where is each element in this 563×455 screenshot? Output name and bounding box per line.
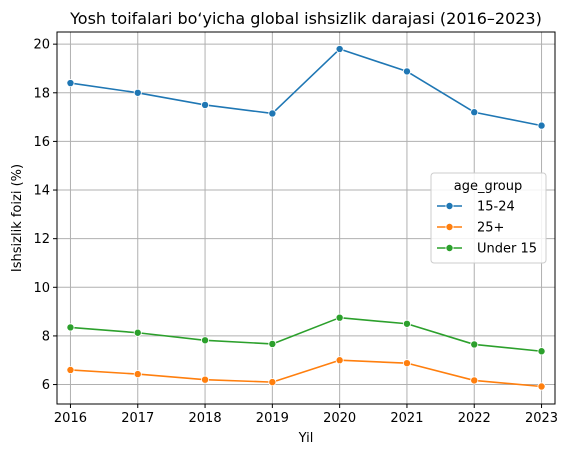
- legend-label: 25+: [477, 221, 504, 236]
- x-axis: 2016 2017 2018 2019 2020 2021 2022 2023: [54, 404, 558, 426]
- legend-box: [430, 172, 547, 264]
- data-point: [66, 323, 75, 332]
- x-tick-label: 2018: [189, 411, 222, 426]
- legend-item: 15-24: [437, 200, 515, 215]
- data-point: [402, 67, 411, 76]
- legend: age_group 15-24 25+ Under 15: [430, 172, 547, 264]
- data-point: [470, 108, 479, 117]
- data-point: [201, 100, 210, 109]
- series-0: [66, 45, 546, 130]
- data-point: [402, 319, 411, 328]
- data-point: [537, 382, 546, 391]
- series-line: [70, 316, 542, 353]
- x-tick-label: 2023: [525, 411, 558, 426]
- data-point: [268, 339, 277, 348]
- legend-swatch-marker: [445, 243, 454, 252]
- legend-swatch-marker: [445, 222, 454, 231]
- y-tick-label: 14: [33, 184, 50, 199]
- legend-item: Under 15: [437, 242, 537, 257]
- series-line: [70, 48, 542, 127]
- data-point: [402, 359, 411, 368]
- y-axis: 6 8 10 12 14 16 18 20: [33, 38, 57, 393]
- data-point: [66, 79, 75, 88]
- plot-area-frame: [56, 31, 556, 405]
- y-axis-title: Ishsizlik foizi (%): [10, 164, 25, 272]
- data-point: [470, 340, 479, 349]
- legend-label: 15-24: [477, 200, 515, 215]
- data-point: [268, 109, 277, 118]
- legend-item: 25+: [437, 221, 504, 236]
- series-line: [70, 359, 542, 388]
- x-tick-label: 2021: [390, 411, 423, 426]
- y-tick-label: 10: [33, 281, 50, 296]
- y-tick-label: 8: [42, 329, 50, 344]
- data-point: [133, 370, 142, 379]
- y-tick-label: 18: [33, 86, 50, 101]
- legend-label: Under 15: [477, 242, 537, 257]
- data-point: [335, 45, 344, 54]
- chart-title: Yosh toifalari bo‘yicha global ishsizlik…: [69, 9, 542, 28]
- series-2: [66, 313, 546, 356]
- legend-swatch-marker: [445, 201, 454, 210]
- data-point: [201, 336, 210, 345]
- data-point: [66, 365, 75, 374]
- data-point: [268, 378, 277, 387]
- x-tick-label: 2020: [323, 411, 356, 426]
- data-point: [335, 356, 344, 365]
- data-point: [537, 347, 546, 356]
- y-tick-label: 16: [33, 135, 50, 150]
- x-axis-title: Yil: [298, 431, 314, 446]
- x-tick-label: 2022: [458, 411, 491, 426]
- data-point: [335, 313, 344, 322]
- y-tick-label: 6: [42, 378, 50, 393]
- data-point: [537, 121, 546, 130]
- y-tick-label: 20: [33, 38, 50, 53]
- series-1: [66, 356, 546, 391]
- data-point: [133, 88, 142, 97]
- legend-title: age_group: [454, 179, 522, 194]
- data-point: [133, 328, 142, 337]
- x-tick-label: 2016: [54, 411, 87, 426]
- legend-items: 15-24 25+ Under 15: [437, 200, 537, 257]
- data-point: [470, 376, 479, 385]
- y-tick-label: 12: [33, 232, 50, 247]
- series-layer: [66, 45, 546, 391]
- data-point: [201, 375, 210, 384]
- x-tick-label: 2019: [256, 411, 289, 426]
- x-tick-label: 2017: [121, 411, 154, 426]
